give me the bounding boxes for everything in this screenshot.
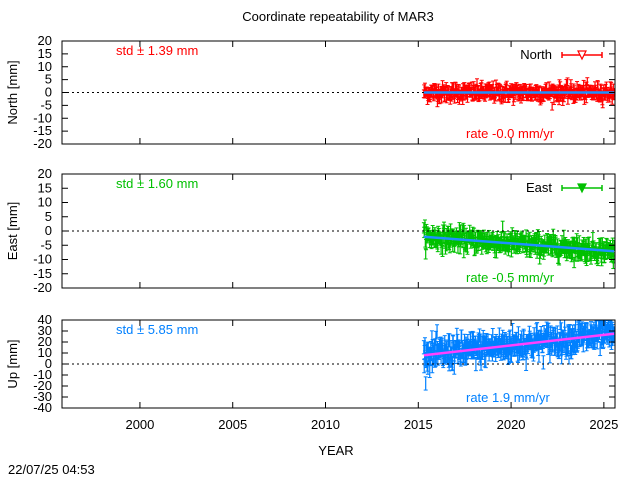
y-tick-label: 15 xyxy=(38,46,52,61)
y-tick-label: 20 xyxy=(38,334,52,349)
rate-label: rate 1.9 mm/yr xyxy=(466,390,550,405)
y-tick-label: -5 xyxy=(40,237,52,252)
legend-marker xyxy=(577,50,587,61)
y-tick-label: -15 xyxy=(33,266,52,281)
timestamp: 22/07/25 04:53 xyxy=(8,462,95,477)
std-label: std ± 1.39 mm xyxy=(116,43,198,58)
y-tick-label: -20 xyxy=(33,378,52,393)
x-tick-label: 2000 xyxy=(125,417,154,432)
y-tick-label: 20 xyxy=(38,166,52,181)
y-tick-label: 10 xyxy=(38,345,52,360)
rate-label: rate -0.0 mm/yr xyxy=(466,126,555,141)
y-tick-label: -10 xyxy=(33,110,52,125)
north-data-points xyxy=(421,77,615,111)
y-tick-label: 5 xyxy=(45,209,52,224)
y-tick-label: -40 xyxy=(33,400,52,415)
y-tick-label: -15 xyxy=(33,123,52,138)
y-tick-label: 5 xyxy=(45,72,52,87)
y-tick-label: 20 xyxy=(38,33,52,48)
x-tick-label: 2025 xyxy=(589,417,618,432)
trend-line xyxy=(423,332,615,357)
y-tick-label: -10 xyxy=(33,252,52,267)
y-tick-label: -30 xyxy=(33,389,52,404)
y-tick-label: 40 xyxy=(38,312,52,327)
legend-label: East xyxy=(526,180,552,195)
rate-label: rate -0.5 mm/yr xyxy=(466,270,555,285)
up-data-points xyxy=(421,320,615,391)
x-tick-label: 2010 xyxy=(311,417,340,432)
y-tick-label: 0 xyxy=(45,356,52,371)
x-tick-label: 2015 xyxy=(404,417,433,432)
x-axis-label: YEAR xyxy=(318,443,353,458)
y-axis-label: Up [mm] xyxy=(5,339,20,388)
y-axis-label: North [mm] xyxy=(5,60,20,124)
legend-label: North xyxy=(520,47,552,62)
x-tick-label: 2020 xyxy=(497,417,526,432)
y-tick-label: 10 xyxy=(38,59,52,74)
y-tick-label: 15 xyxy=(38,180,52,195)
y-tick-label: -20 xyxy=(33,280,52,295)
y-tick-label: 0 xyxy=(45,85,52,100)
x-tick-label: 2005 xyxy=(218,417,247,432)
y-axis-label: East [mm] xyxy=(5,202,20,261)
std-label: std ± 5.85 mm xyxy=(116,322,198,337)
chart-title: Coordinate repeatability of MAR3 xyxy=(242,9,434,24)
std-label: std ± 1.60 mm xyxy=(116,176,198,191)
y-tick-label: 30 xyxy=(38,323,52,338)
y-tick-label: 0 xyxy=(45,223,52,238)
trend-line xyxy=(423,235,615,253)
legend-marker xyxy=(577,183,587,194)
y-tick-label: -5 xyxy=(40,97,52,112)
y-tick-label: -10 xyxy=(33,367,52,382)
y-tick-label: 10 xyxy=(38,195,52,210)
y-tick-label: -20 xyxy=(33,136,52,151)
